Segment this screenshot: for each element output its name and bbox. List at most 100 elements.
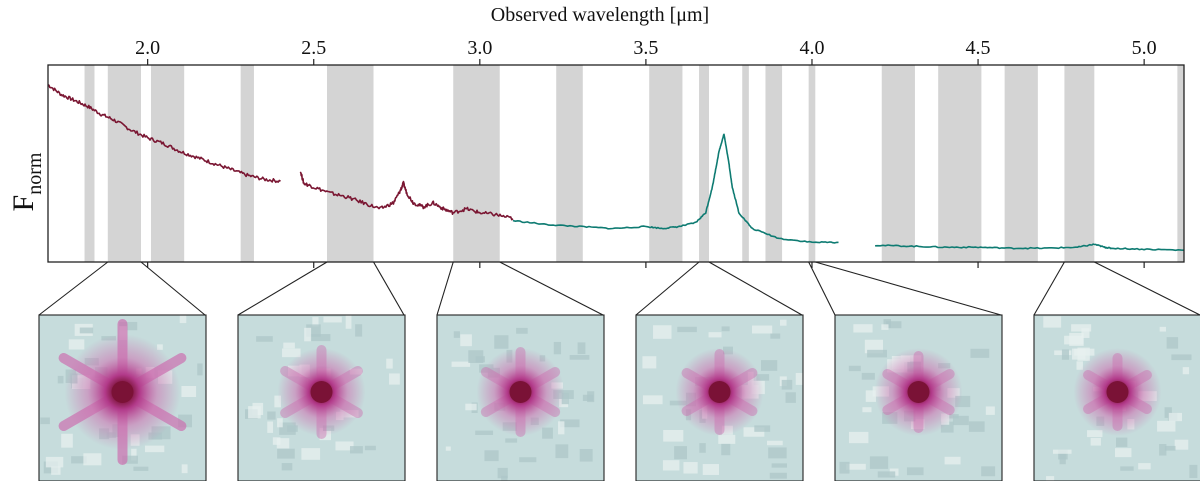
cutout-2-noise-patch bbox=[283, 342, 295, 349]
cutout-3-noise-patch bbox=[453, 331, 460, 338]
cutout-1-noise-patch bbox=[122, 455, 138, 464]
cutout-5-frame bbox=[834, 314, 1003, 481]
cutout-5-noise-patch bbox=[940, 421, 954, 433]
cutout-3-noise-patch bbox=[468, 350, 484, 363]
cutout-3-noise-patch bbox=[569, 355, 590, 360]
cutout-1-noise-patch bbox=[131, 448, 137, 461]
cutout-4-noise-patch bbox=[751, 325, 773, 334]
cutout-3-noise-patch bbox=[451, 361, 471, 367]
cutout-5-noise-patch bbox=[861, 372, 875, 380]
cutout-6-noise-patch bbox=[1159, 443, 1167, 456]
cutout-1-noise-patch bbox=[61, 433, 73, 448]
cutout-5-noise-patch bbox=[944, 456, 961, 465]
cutout-1-noise-patch bbox=[68, 339, 85, 350]
masked-band-9 bbox=[699, 65, 710, 262]
cutout-6-noise-patch bbox=[1189, 464, 1198, 479]
cutout-6-noise-patch bbox=[1182, 367, 1190, 375]
cutout-5-noise-patch bbox=[869, 456, 889, 469]
cutout-6-noise-patch bbox=[1159, 326, 1166, 332]
cutout-6-noise-patch bbox=[1115, 437, 1128, 447]
cutout-6-noise-patch bbox=[1071, 324, 1092, 332]
cutout-6-noise-patch bbox=[1081, 328, 1090, 338]
cutout-1-noise-patch bbox=[157, 344, 163, 350]
cutout-2 bbox=[237, 314, 406, 481]
cutout-6-noise-patch bbox=[1174, 439, 1189, 450]
cutout-2-connector-right bbox=[373, 261, 405, 316]
cutout-2-noise-patch bbox=[287, 425, 298, 432]
masked-band-5 bbox=[327, 65, 374, 262]
cutout-3-connector-left bbox=[436, 261, 454, 316]
cutout-2-noise-patch bbox=[389, 373, 400, 385]
cutout-2-noise-patch bbox=[256, 336, 273, 342]
cutout-1-noise-patch bbox=[51, 466, 61, 475]
cutout-6-noise-patch bbox=[1166, 337, 1179, 349]
cutout-1-noise-patch bbox=[71, 456, 87, 464]
cutout-3-noise-patch bbox=[579, 449, 593, 462]
cutout-2-noise-patch bbox=[355, 324, 363, 337]
cutout-4-noise-patch bbox=[702, 464, 720, 475]
masked-band-12 bbox=[808, 65, 816, 262]
cutout-2-noise-patch bbox=[274, 395, 281, 408]
cutout-2-noise-patch bbox=[323, 316, 342, 323]
cutout-4-noise-patch bbox=[743, 427, 765, 437]
cutout-6-noise-patch bbox=[1168, 412, 1183, 422]
cutout-3-noise-patch bbox=[465, 403, 477, 411]
cutout-3-noise-patch bbox=[460, 334, 472, 347]
cutout-3-noise-patch bbox=[542, 427, 553, 439]
cutout-6-noise-patch bbox=[1069, 332, 1084, 346]
x-tick-label-4: 3.5 bbox=[633, 37, 658, 59]
cutout-5-noise-patch bbox=[981, 466, 996, 477]
cutout-2-noise-patch bbox=[272, 437, 281, 445]
cutout-6-frame bbox=[1033, 314, 1200, 481]
cutout-2-noise-patch bbox=[267, 421, 274, 433]
cutout-3-noise-patch bbox=[501, 475, 508, 481]
cutout-3-noise-patch bbox=[519, 457, 537, 463]
cutout-4-noise-patch bbox=[766, 440, 783, 446]
cutout-4-noise-patch bbox=[721, 443, 731, 456]
cutout-3-noise-patch bbox=[560, 419, 580, 428]
cutout-3-noise-patch bbox=[558, 421, 565, 435]
cutout-4-noise-patch bbox=[771, 463, 788, 468]
cutout-4-noise-patch bbox=[768, 447, 787, 459]
cutout-2-noise-patch bbox=[282, 348, 301, 358]
cutout-2-noise-patch bbox=[312, 317, 319, 327]
masked-band-3 bbox=[150, 65, 185, 262]
cutout-2-noise-patch bbox=[345, 315, 352, 329]
cutout-2-psf-core bbox=[310, 381, 333, 403]
cutout-6-noise-patch bbox=[1114, 448, 1132, 458]
cutout-6 bbox=[1033, 314, 1200, 481]
cutout-3-noise-patch bbox=[475, 430, 494, 436]
cutout-5-connector-left bbox=[808, 261, 836, 316]
masked-band-10 bbox=[742, 65, 749, 262]
cutout-5-noise-patch bbox=[952, 415, 969, 426]
cutout-4-frame bbox=[635, 314, 804, 481]
cutout-4 bbox=[635, 314, 804, 481]
cutout-2-noise-patch bbox=[335, 441, 354, 451]
cutout-4-noise-patch bbox=[642, 395, 663, 405]
cutout-4-connector-right bbox=[708, 261, 803, 316]
cutout-3-connector-right bbox=[499, 261, 604, 316]
cutout-1-noise-patch bbox=[181, 385, 197, 398]
cutout-4-noise-patch bbox=[769, 472, 787, 479]
cutout-6-noise-patch bbox=[1120, 466, 1134, 471]
cutout-3-frame bbox=[436, 314, 605, 481]
cutout-4-noise-patch bbox=[683, 462, 698, 474]
masked-band-4 bbox=[240, 65, 254, 262]
cutout-2-noise-patch bbox=[277, 418, 283, 428]
cutout-3-noise-patch bbox=[577, 342, 586, 355]
cutout-1-noise-patch bbox=[79, 327, 94, 334]
cutout-6-noise-patch bbox=[1046, 476, 1055, 481]
cutout-1-noise-patch bbox=[181, 464, 188, 474]
cutout-5-noise-patch bbox=[906, 467, 924, 476]
cutout-2-noise-patch bbox=[386, 358, 393, 369]
cutout-6-noise-patch bbox=[1058, 449, 1068, 460]
masked-band-7 bbox=[556, 65, 583, 262]
cutout-3-noise-patch bbox=[555, 444, 569, 459]
masked-band-2 bbox=[107, 65, 142, 262]
cutout-3-noise-patch bbox=[445, 446, 451, 451]
cutout-1-noise-patch bbox=[83, 453, 102, 466]
cutout-3-noise-patch bbox=[553, 341, 562, 355]
y-axis-label-subscript: norm bbox=[24, 152, 46, 195]
masked-band-1 bbox=[84, 65, 95, 262]
cutout-2-noise-patch bbox=[310, 334, 331, 342]
